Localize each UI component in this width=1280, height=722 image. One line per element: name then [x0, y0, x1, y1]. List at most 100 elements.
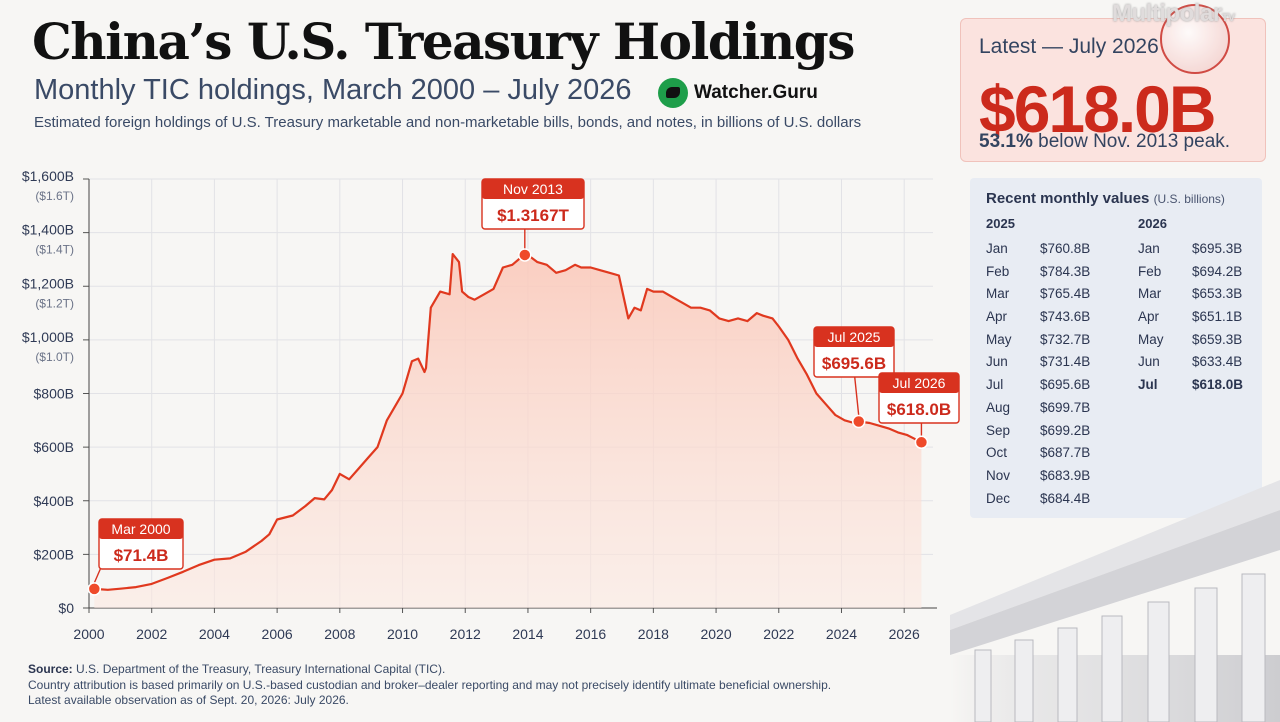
- data-point: [536, 261, 539, 263]
- row-value: $684.4B: [1040, 490, 1091, 506]
- recent-title-text: Recent monthly values: [986, 190, 1150, 207]
- data-point: [640, 309, 642, 312]
- watermark-name: Multipolar: [1112, 0, 1222, 27]
- data-point: [483, 293, 485, 296]
- data-point: [458, 261, 460, 263]
- data-point: [897, 431, 899, 434]
- data-point: [502, 266, 504, 269]
- callout-period: Mar 2000: [111, 521, 170, 537]
- recent-value-row: Apr $651.1B: [1138, 306, 1243, 329]
- y-tick-label: $800B: [34, 386, 74, 402]
- latest-note-pct: 53.1%: [979, 131, 1033, 152]
- recent-value-row: Jun $731.4B: [986, 351, 1090, 374]
- data-point: [268, 533, 271, 536]
- row-month: Jun: [986, 354, 1008, 370]
- row-value: $699.7B: [1040, 399, 1091, 415]
- data-point: [425, 367, 427, 369]
- callout-leader: [93, 568, 101, 584]
- data-point: [843, 419, 846, 422]
- globe-logo-icon: [1160, 4, 1230, 74]
- row-value: $633.4B: [1192, 354, 1243, 370]
- data-point: [439, 290, 441, 293]
- column-year: 2026: [1138, 216, 1167, 231]
- row-month: Jan: [1138, 241, 1160, 256]
- data-point: [367, 457, 369, 459]
- source-label: Source:: [28, 662, 73, 676]
- data-point: [448, 293, 451, 296]
- recent-value-row: Mar $653.3B: [1138, 283, 1243, 306]
- recent-value-row: Jul $695.6B: [986, 374, 1090, 397]
- x-tick-label: 2018: [638, 626, 669, 642]
- chart-description: Estimated foreign holdings of U.S. Treas…: [34, 114, 862, 131]
- y-tick-label: $0: [58, 600, 74, 616]
- data-point: [473, 298, 476, 301]
- row-value: $743.6B: [1040, 309, 1091, 325]
- recent-value-row: Feb $694.2B: [1138, 261, 1243, 284]
- callout-header: [99, 519, 183, 539]
- data-point: [806, 373, 808, 376]
- watcher-guru-icon: [658, 78, 688, 108]
- data-point: [652, 290, 655, 293]
- y-tick-label: $1,200B: [22, 275, 74, 291]
- chart-title: China’s U.S. Treasury Holdings: [32, 12, 855, 71]
- recent-value-row: May $732.7B: [986, 329, 1090, 352]
- recent-value-row: Oct $687.7B: [986, 442, 1090, 465]
- highlight-point: [914, 435, 929, 450]
- data-point: [386, 419, 388, 422]
- data-point: [467, 296, 470, 298]
- callout-value: $71.4B: [114, 546, 169, 565]
- data-point: [229, 557, 231, 560]
- row-month: Mar: [1138, 286, 1162, 302]
- recent-values-title: Recent monthly values (U.S. billions): [986, 190, 1225, 207]
- data-point: [787, 339, 789, 341]
- data-point: [429, 306, 432, 309]
- data-point: [492, 288, 495, 290]
- data-point: [291, 514, 294, 517]
- data-point: [906, 434, 909, 436]
- data-point: [564, 269, 567, 271]
- y-tick-alt-label: ($1.4T): [35, 243, 74, 257]
- x-tick-label: 2002: [136, 626, 167, 642]
- callout-value: $695.6B: [822, 354, 886, 373]
- row-value: $694.2B: [1192, 263, 1243, 279]
- treasury-building-image: [950, 480, 1280, 722]
- y-tick-label: $200B: [34, 546, 74, 562]
- x-tick-label: 2006: [262, 626, 293, 642]
- recent-value-row: Jan $695.3B: [1138, 238, 1243, 261]
- brand-logo: Watcher.Guru: [658, 78, 818, 108]
- row-value: $765.4B: [1040, 286, 1091, 302]
- holdings-area: [94, 254, 922, 608]
- y-tick-label: $600B: [34, 439, 74, 455]
- data-point: [737, 317, 739, 320]
- data-point: [339, 473, 341, 475]
- data-point: [878, 424, 880, 427]
- data-point: [762, 314, 764, 317]
- x-tick-label: 2008: [324, 626, 355, 642]
- y-tick-label: $400B: [34, 493, 74, 509]
- data-point: [197, 564, 200, 566]
- data-point: [727, 320, 730, 322]
- recent-column-2025: 2025 Jan $760.8B Feb $784.3B Mar $765.4B Apr $7…: [986, 216, 1090, 510]
- column-year: 2025: [986, 216, 1015, 231]
- x-tick-label: 2014: [512, 626, 543, 642]
- data-point: [746, 320, 749, 322]
- watermark: MultipolarTV: [1112, 0, 1235, 28]
- row-month: Jul: [986, 377, 1004, 393]
- highlight-point: [87, 582, 102, 596]
- data-points: [93, 253, 923, 591]
- data-point: [887, 427, 890, 430]
- row-value: $618.0B: [1192, 377, 1244, 393]
- row-value: $695.6B: [1040, 377, 1091, 393]
- data-point: [589, 266, 592, 269]
- annotation-callout: Jul 2026 $618.0B: [878, 372, 960, 450]
- data-point: [574, 264, 576, 266]
- data-point: [708, 309, 711, 312]
- data-point: [618, 274, 620, 277]
- data-point: [545, 264, 548, 266]
- y-axis: $0 $200B $400B $600B $800B $1,000B ($1.0T) $1,2…: [22, 168, 90, 616]
- data-point: [661, 290, 664, 293]
- callout-period: Jul 2026: [893, 375, 946, 391]
- data-point: [815, 392, 818, 395]
- latest-value: $618.0B: [979, 72, 1217, 146]
- data-point: [680, 301, 683, 304]
